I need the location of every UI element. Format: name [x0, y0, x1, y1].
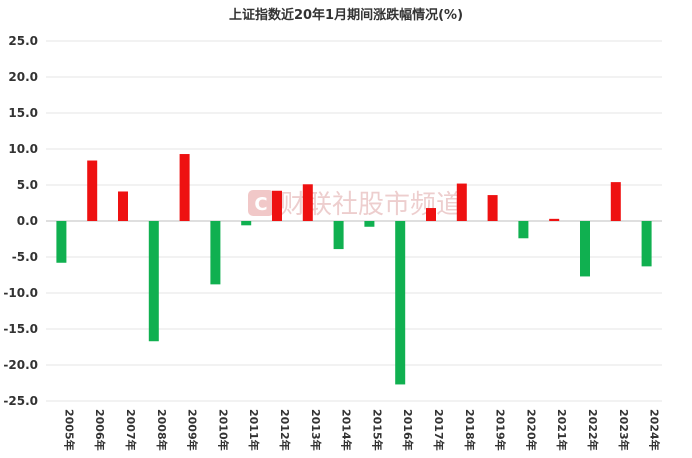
y-tick-label: 20.0 [8, 70, 38, 84]
watermark-logo-icon [248, 190, 274, 216]
bar-2013年 [302, 184, 313, 221]
y-tick-label: -15.0 [3, 322, 38, 336]
x-tick-label: 2017年 [432, 409, 446, 451]
bar-2010年 [210, 221, 221, 285]
bars [56, 154, 652, 385]
x-tick-label: 2020年 [524, 409, 538, 451]
x-axis-ticks: 2005年 2006年 2007年 2008年 2009年 2010年 2011年 2012年… [62, 409, 661, 451]
y-tick-label: -25.0 [3, 394, 38, 408]
x-tick-label: 2013年 [309, 409, 323, 451]
bar-2023年 [610, 182, 621, 221]
x-tick-label: 2006年 [93, 409, 107, 451]
y-tick-label: 15.0 [8, 106, 38, 120]
x-tick-label: 2019年 [494, 409, 508, 451]
y-tick-label: -20.0 [3, 358, 38, 372]
y-tick-label: 0.0 [17, 214, 38, 228]
bar-2012年 [272, 190, 282, 221]
y-tick-label: -10.0 [3, 286, 38, 300]
x-tick-label: 2010年 [216, 409, 230, 451]
y-tick-label: 10.0 [8, 142, 38, 156]
x-tick-label: 2005年 [62, 409, 76, 451]
bar-2008年 [148, 221, 159, 342]
x-tick-label: 2021年 [555, 409, 569, 451]
y-tick-label: 5.0 [17, 178, 38, 192]
bar-2014年 [333, 221, 344, 250]
bar-2009年 [179, 154, 190, 221]
y-axis-ticks: 25.0 20.0 15.0 10.0 5.0 0.0 -5.0 -10.0 -15.0 -20.… [3, 34, 38, 408]
bar-2007年 [118, 191, 128, 221]
x-tick-label: 2008年 [155, 409, 169, 451]
bar-2020年 [518, 221, 529, 239]
bar-2015年 [364, 221, 375, 227]
x-tick-label: 2018年 [463, 409, 477, 451]
x-tick-label: 2009年 [186, 409, 200, 451]
x-tick-label: 2023年 [617, 409, 631, 451]
y-tick-label: 25.0 [8, 34, 38, 48]
x-tick-label: 2016年 [401, 409, 415, 451]
x-tick-label: 2024年 [648, 409, 662, 451]
x-tick-label: 2014年 [340, 409, 354, 451]
bar-2005年 [56, 221, 67, 263]
x-tick-label: 2012年 [278, 409, 292, 451]
bar-2011年 [241, 221, 252, 226]
bar-2021年 [549, 218, 560, 221]
bar-2017年 [426, 208, 436, 221]
x-tick-label: 2007年 [124, 409, 138, 451]
y-tick-label: -5.0 [12, 250, 38, 264]
x-tick-label: 2015年 [370, 409, 384, 451]
x-tick-label: 2022年 [586, 409, 600, 451]
bar-2024年 [641, 221, 652, 267]
watermark-logo-letter: C [254, 194, 267, 215]
bar-2018年 [456, 183, 467, 221]
chart-title: 上证指数近20年1月期间涨跌幅情况(%) [229, 7, 463, 23]
bar-2006年 [87, 160, 98, 221]
grid-lines [46, 40, 662, 402]
bar-2019年 [487, 195, 498, 221]
x-tick-label: 2011年 [247, 409, 261, 451]
bar-2022年 [580, 221, 590, 277]
bar-2016年 [395, 221, 406, 385]
